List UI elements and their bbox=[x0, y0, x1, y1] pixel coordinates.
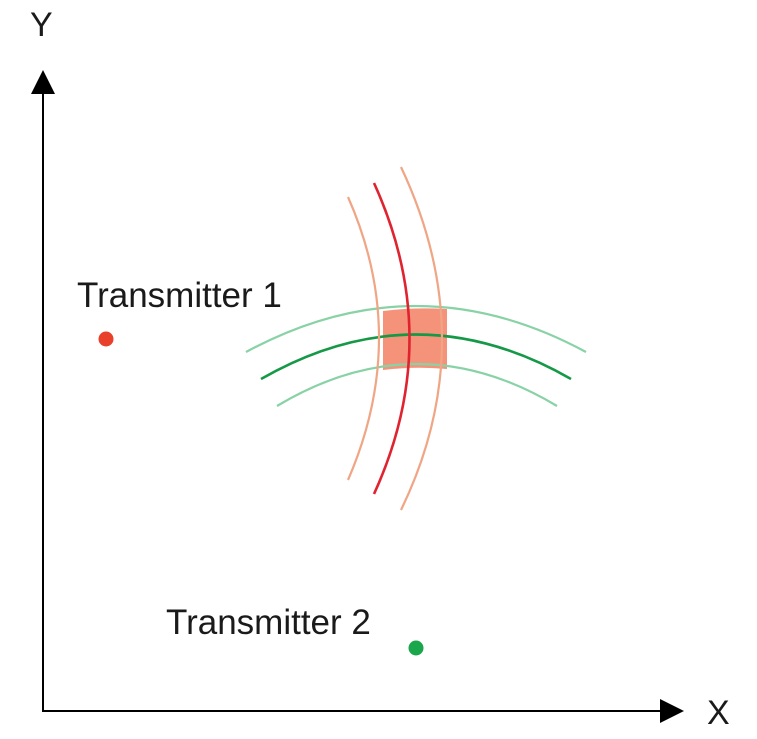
tx2-range-arc bbox=[260, 333, 572, 381]
axes: Y X bbox=[30, 6, 730, 732]
transmitter-1: Transmitter 1 bbox=[77, 276, 282, 347]
transmitter-2: Transmitter 2 bbox=[166, 603, 424, 656]
transmitter-1-label: Transmitter 1 bbox=[77, 276, 282, 315]
y-axis-arrowhead bbox=[31, 70, 55, 94]
transmitter-2-label: Transmitter 2 bbox=[166, 603, 371, 642]
tx2-inner-band-arc bbox=[276, 362, 558, 407]
tx2-outer-band-arc bbox=[245, 304, 587, 353]
tx1-range-arc bbox=[372, 182, 411, 495]
tx1-inner-band-arc bbox=[346, 196, 381, 481]
x-axis-label: X bbox=[707, 694, 730, 732]
transmitter-1-arcs bbox=[346, 166, 444, 511]
x-axis-arrowhead bbox=[660, 699, 684, 723]
transmitter-2-dot bbox=[408, 640, 424, 656]
transmitter-1-dot bbox=[98, 331, 114, 347]
transmitter-2-arcs bbox=[245, 304, 587, 407]
tx1-outer-band-arc bbox=[400, 166, 444, 511]
intersection-region bbox=[383, 308, 447, 370]
y-axis-label: Y bbox=[30, 6, 53, 44]
